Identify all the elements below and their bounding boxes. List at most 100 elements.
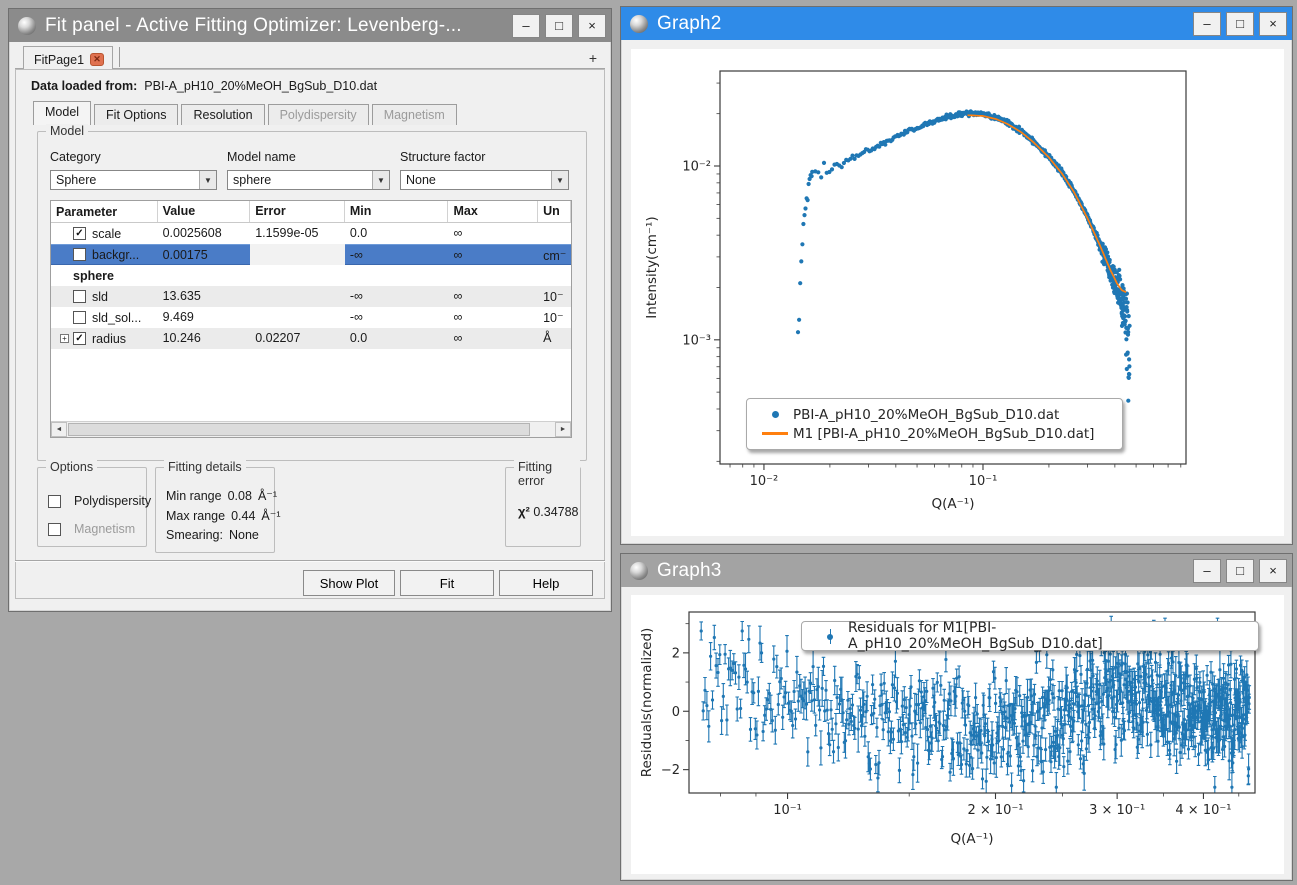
param-checkbox[interactable] <box>73 248 86 261</box>
param-value-cell[interactable]: 13.635 <box>158 286 251 307</box>
fit-button[interactable]: Fit <box>400 570 494 596</box>
column-header-value[interactable]: Value <box>158 201 251 222</box>
param-min-cell[interactable] <box>345 265 449 286</box>
param-row-scale[interactable]: ✓scale0.00256081.1599e-050.0∞ <box>51 223 571 244</box>
chevron-down-icon[interactable]: ▼ <box>551 171 568 189</box>
param-name: backgr... <box>92 248 139 262</box>
param-value-cell[interactable] <box>158 265 251 286</box>
param-checkbox[interactable]: ✓ <box>73 332 86 345</box>
param-checkbox[interactable] <box>73 311 86 324</box>
chevron-down-icon[interactable]: ▼ <box>372 171 389 189</box>
close-button[interactable]: × <box>1259 559 1287 583</box>
tab-fit-options[interactable]: Fit Options <box>94 104 178 125</box>
param-value-cell[interactable]: 0.00175 <box>158 244 251 265</box>
param-name: radius <box>92 332 126 346</box>
scroll-left-button[interactable]: ◄ <box>51 422 67 437</box>
param-max-cell[interactable]: ∞ <box>448 307 538 328</box>
param-max-cell[interactable] <box>448 265 538 286</box>
tab-resolution[interactable]: Resolution <box>181 104 264 125</box>
param-max-cell[interactable]: ∞ <box>448 244 538 265</box>
param-error-cell <box>250 286 345 307</box>
fitpage-tab[interactable]: FitPage1 ✕ <box>23 46 113 69</box>
fitting-details-title: Fitting details <box>164 460 246 474</box>
graph2-legend[interactable]: PBI-A_pH10_20%MeOH_BgSub_D10.dat M1 [PBI… <box>746 398 1123 450</box>
param-min-cell[interactable]: -∞ <box>345 244 449 265</box>
help-button[interactable]: Help <box>499 570 593 596</box>
fitting-error-groupbox: Fitting error χ² 0.34788 <box>505 467 581 547</box>
tab-polydispersity: Polydispersity <box>268 104 369 125</box>
param-row-sld_sol[interactable]: sld_sol...9.469-∞∞10⁻ <box>51 307 571 328</box>
svg-text:3 × 10⁻¹: 3 × 10⁻¹ <box>1089 803 1145 818</box>
structure-factor-select[interactable]: None ▼ <box>400 170 569 190</box>
graph2-titlebar[interactable]: Graph2 – □ × <box>621 7 1292 40</box>
window-controls: – □ × <box>1193 12 1287 36</box>
show-plot-button[interactable]: Show Plot <box>303 570 395 596</box>
param-max-cell[interactable]: ∞ <box>448 223 538 244</box>
param-max-cell[interactable]: ∞ <box>448 328 538 349</box>
data-loaded-row: Data loaded from:PBI-A_pH10_20%MeOH_BgSu… <box>31 79 377 93</box>
param-min-cell[interactable]: -∞ <box>345 286 449 307</box>
param-name: sld <box>92 290 108 304</box>
app-icon <box>630 562 648 580</box>
param-value-cell[interactable]: 0.0025608 <box>158 223 251 244</box>
column-header-max[interactable]: Max <box>448 201 538 222</box>
maximize-button[interactable]: □ <box>545 14 573 38</box>
param-row-radius[interactable]: +✓radius10.2460.022070.0∞Å <box>51 328 571 349</box>
model-name-select[interactable]: sphere ▼ <box>227 170 390 190</box>
polydispersity-checkbox-row[interactable]: Polydispersity <box>48 494 151 508</box>
chevron-down-icon[interactable]: ▼ <box>199 171 216 189</box>
category-select[interactable]: Sphere ▼ <box>50 170 217 190</box>
param-row-backgr[interactable]: backgr...0.00175-∞∞cm⁻ <box>51 244 571 265</box>
fitpage-tab-close-icon[interactable]: ✕ <box>90 53 104 66</box>
param-checkbox[interactable] <box>73 290 86 303</box>
svg-text:2: 2 <box>672 646 680 661</box>
fit-panel-titlebar[interactable]: Fit panel - Active Fitting Optimizer: Le… <box>9 9 611 42</box>
minimize-button[interactable]: – <box>1193 12 1221 36</box>
svg-text:Residuals(normalized): Residuals(normalized) <box>639 628 655 778</box>
graph3-figure: 10⁻¹2 × 10⁻¹3 × 10⁻¹4 × 10⁻¹20−2Q(A⁻¹)Re… <box>631 595 1284 874</box>
param-name-cell: backgr... <box>51 244 158 265</box>
param-min-cell[interactable]: 0.0 <box>345 223 449 244</box>
intensity-plot[interactable]: 10⁻²10⁻¹10⁻²10⁻³Q(A⁻¹)Intensity(cm⁻¹) <box>631 49 1284 536</box>
graph3-titlebar[interactable]: Graph3 – □ × <box>621 554 1292 587</box>
param-value-cell[interactable]: 10.246 <box>158 328 251 349</box>
maximize-button[interactable]: □ <box>1226 559 1254 583</box>
svg-text:4 × 10⁻¹: 4 × 10⁻¹ <box>1175 803 1231 818</box>
minimize-button[interactable]: – <box>512 14 540 38</box>
legend-label: Residuals for M1[PBI-A_pH10_20%MeOH_BgSu… <box>848 620 1248 652</box>
close-button[interactable]: × <box>578 14 606 38</box>
column-header-un[interactable]: Un <box>538 201 571 222</box>
param-min-cell[interactable]: 0.0 <box>345 328 449 349</box>
maximize-button[interactable]: □ <box>1226 12 1254 36</box>
table-horizontal-scrollbar[interactable]: ◄ ► <box>51 421 571 437</box>
scroll-right-button[interactable]: ► <box>555 422 571 437</box>
model-name-label: Model name <box>227 150 296 164</box>
data-loaded-label: Data loaded from: <box>31 79 137 93</box>
tab-magnetism: Magnetism <box>372 104 457 125</box>
fit-panel-window: Fit panel - Active Fitting Optimizer: Le… <box>8 8 612 612</box>
column-header-parameter[interactable]: Parameter <box>51 201 158 222</box>
smearing-row: Smearing:None <box>166 528 259 542</box>
param-value-cell[interactable]: 9.469 <box>158 307 251 328</box>
graph3-legend[interactable]: Residuals for M1[PBI-A_pH10_20%MeOH_BgSu… <box>801 621 1259 651</box>
errorbar-marker-icon <box>812 629 848 644</box>
param-min-cell[interactable]: -∞ <box>345 307 449 328</box>
expand-icon[interactable]: + <box>60 334 69 343</box>
column-header-min[interactable]: Min <box>345 201 449 222</box>
param-name: sphere <box>73 269 114 283</box>
scrollbar-thumb[interactable] <box>68 423 530 436</box>
tab-model[interactable]: Model <box>33 101 91 125</box>
add-fitpage-button[interactable]: + <box>583 48 603 67</box>
param-group-row[interactable]: sphere <box>51 265 571 286</box>
parameter-table[interactable]: ParameterValueErrorMinMaxUn ✓scale0.0025… <box>50 200 572 438</box>
fit-panel-title: Fit panel - Active Fitting Optimizer: Le… <box>45 15 462 37</box>
param-max-cell[interactable]: ∞ <box>448 286 538 307</box>
button-separator <box>15 560 605 562</box>
polydispersity-checkbox[interactable] <box>48 495 61 508</box>
param-error-cell <box>250 265 345 286</box>
param-row-sld[interactable]: sld13.635-∞∞10⁻ <box>51 286 571 307</box>
column-header-error[interactable]: Error <box>250 201 345 222</box>
minimize-button[interactable]: – <box>1193 559 1221 583</box>
close-button[interactable]: × <box>1259 12 1287 36</box>
param-checkbox[interactable]: ✓ <box>73 227 86 240</box>
